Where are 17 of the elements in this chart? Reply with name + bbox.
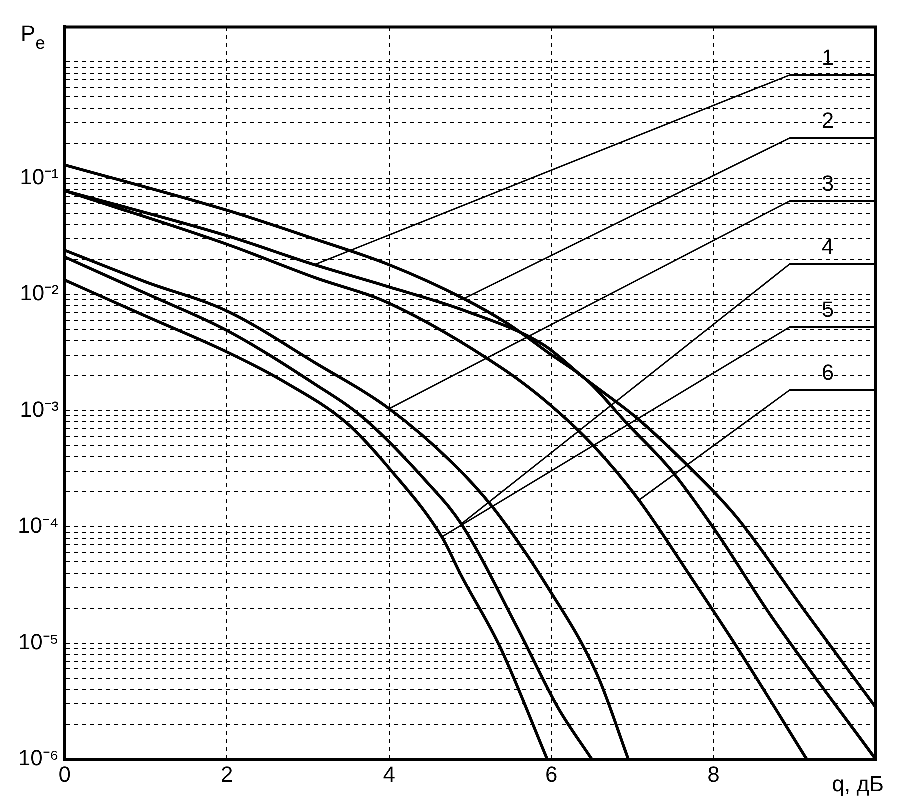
text: 1 <box>822 45 834 70</box>
x-tick-label: 6 <box>545 762 558 787</box>
y-tick-label: 10⁻¹ <box>20 164 59 190</box>
x-tick-label: 8 <box>708 762 720 787</box>
text: 5 <box>822 297 834 322</box>
y-tick-label: 10⁻³ <box>20 396 59 422</box>
y-tick-label: 10⁻² <box>20 280 59 306</box>
text: 2 <box>822 108 834 134</box>
x-tick-label: 0 <box>58 762 72 787</box>
y-tick-label: 10⁻⁶ <box>18 746 59 771</box>
x-tick-label: 2 <box>221 762 234 787</box>
y-tick-label: 10⁻⁵ <box>18 629 59 654</box>
text: 6 <box>822 360 834 386</box>
x-axis-title: q, дБ <box>832 772 884 797</box>
x-tick-label: 4 <box>383 762 396 787</box>
y-tick-label: 10⁻⁴ <box>18 513 59 538</box>
text: 4 <box>822 234 834 260</box>
